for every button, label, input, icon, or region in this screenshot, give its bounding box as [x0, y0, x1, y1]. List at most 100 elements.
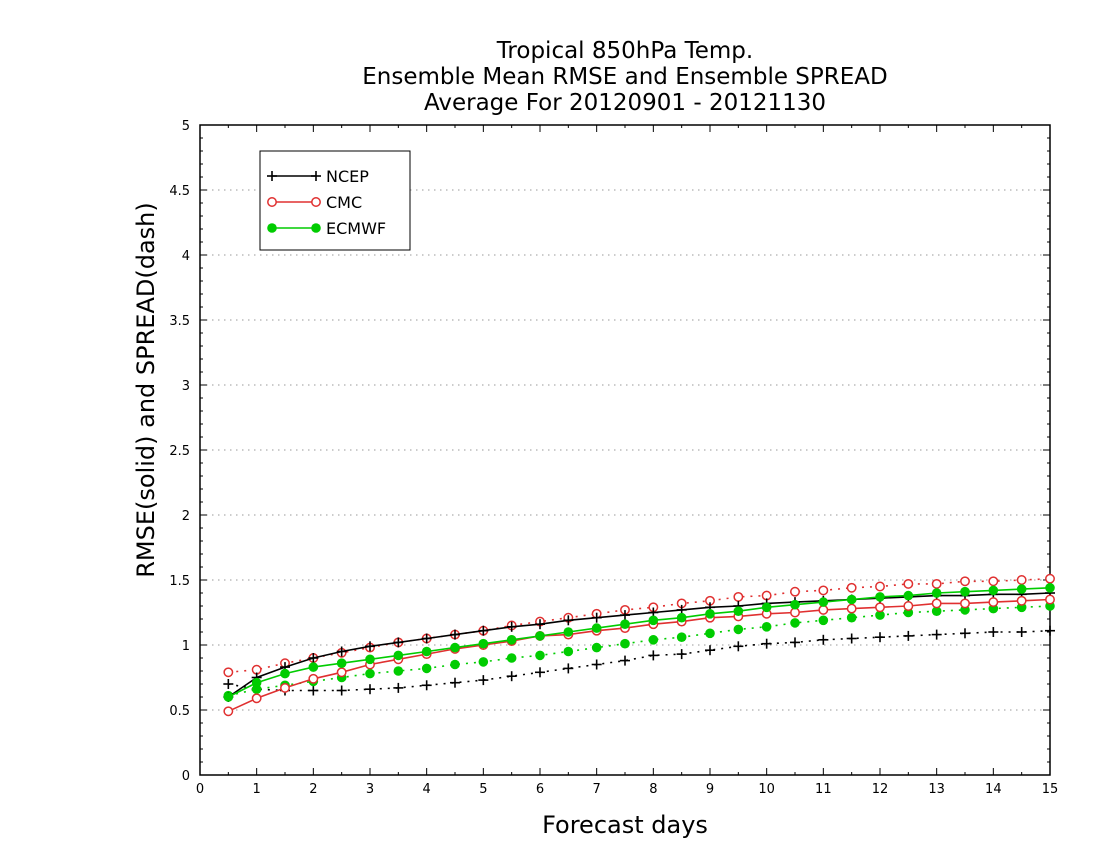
data-point — [421, 633, 432, 644]
data-point — [365, 684, 375, 695]
data-point — [1045, 573, 1055, 584]
x-tick-label: 10 — [758, 782, 775, 797]
data-point — [478, 625, 489, 636]
series-line — [228, 605, 1051, 697]
x-tick-label: 13 — [928, 782, 945, 797]
data-point — [336, 646, 347, 657]
data-point — [903, 630, 914, 641]
data-point — [648, 615, 659, 626]
data-point — [790, 637, 800, 648]
data-point — [903, 601, 914, 611]
data-point — [393, 666, 404, 676]
data-point — [790, 586, 800, 597]
x-tick-label: 15 — [1042, 782, 1059, 797]
x-tick-label: 1 — [253, 782, 261, 797]
data-point — [1045, 594, 1055, 605]
y-tick-label: 0.5 — [169, 704, 190, 719]
data-point — [506, 621, 517, 632]
data-point — [308, 685, 319, 696]
data-point — [280, 682, 290, 693]
x-tick-label: 5 — [479, 782, 487, 797]
data-point — [903, 590, 914, 601]
x-axis: 0 1 2 3 4 5 6 7 8 9 10 11 12 13 14 15 — [196, 125, 1058, 797]
data-point — [676, 612, 687, 623]
data-point — [988, 585, 999, 596]
data-point — [421, 663, 432, 674]
data-point — [620, 638, 630, 649]
data-point — [336, 667, 347, 678]
data-point — [365, 654, 375, 665]
x-tick-label: 4 — [423, 782, 431, 797]
data-point — [450, 629, 460, 640]
x-tick-label: 14 — [985, 782, 1002, 797]
data-point — [393, 637, 404, 648]
legend-item-ecmwf: ECMWF — [267, 219, 386, 238]
legend-marker — [311, 223, 321, 233]
data-point — [1045, 625, 1055, 636]
data-point — [790, 618, 800, 628]
legend-marker — [267, 223, 277, 233]
data-point — [421, 646, 432, 657]
data-point — [960, 576, 970, 587]
series-ecmwf-rmse — [223, 583, 1055, 702]
data-point — [251, 677, 262, 688]
data-point — [931, 588, 942, 598]
data-point — [648, 650, 659, 661]
data-point — [280, 668, 290, 679]
x-tick-label: 9 — [706, 782, 714, 797]
data-point — [818, 615, 829, 626]
data-point — [705, 628, 715, 639]
data-point — [846, 612, 857, 623]
data-point — [535, 631, 545, 641]
data-point — [535, 619, 545, 630]
y-tick-label: 2 — [182, 509, 190, 524]
data-point — [620, 655, 630, 666]
data-point — [478, 657, 489, 667]
legend-label: NCEP — [326, 167, 369, 186]
data-point — [506, 653, 517, 663]
data-point — [393, 650, 404, 661]
y-tick-label: 0 — [182, 769, 190, 784]
data-point — [535, 667, 545, 678]
data-point — [591, 642, 602, 653]
data-point — [960, 598, 970, 609]
data-point — [931, 578, 942, 589]
data-point — [535, 650, 545, 661]
data-point — [648, 635, 659, 645]
chart-title: Tropical 850hPa Temp. Ensemble Mean RMSE… — [362, 38, 887, 116]
y-tick-label: 1.5 — [169, 574, 190, 589]
data-point — [761, 622, 772, 632]
data-point — [846, 603, 857, 614]
y-tick-label: 4 — [182, 249, 190, 264]
data-point — [846, 594, 857, 605]
data-point — [875, 602, 885, 613]
data-point — [1016, 575, 1027, 585]
title-line-2: Ensemble Mean RMSE and Ensemble SPREAD — [362, 64, 887, 90]
legend-box — [259, 150, 411, 251]
data-point — [790, 607, 800, 618]
data-point — [875, 581, 885, 592]
data-point — [591, 623, 602, 633]
legend: NCEP CMC ECMWF — [259, 150, 411, 251]
series-layer — [223, 573, 1055, 717]
y-axis-label: RMSE(solid) and SPREAD(dash) — [132, 202, 160, 578]
x-tick-label: 7 — [593, 782, 601, 797]
data-point — [478, 675, 489, 686]
data-point — [450, 677, 460, 688]
data-point — [308, 662, 319, 672]
data-point — [506, 671, 517, 682]
data-point — [1045, 583, 1055, 593]
y-tick-label: 3.5 — [169, 314, 190, 329]
y-tick-label: 3 — [182, 379, 190, 394]
data-point — [960, 628, 970, 639]
data-point — [421, 680, 432, 691]
data-point — [733, 591, 744, 602]
data-point — [563, 663, 574, 674]
data-point — [506, 635, 517, 645]
data-point — [591, 659, 602, 670]
legend-marker — [311, 171, 321, 181]
data-point — [1016, 595, 1027, 606]
x-tick-label: 2 — [309, 782, 317, 797]
data-point — [733, 606, 744, 616]
